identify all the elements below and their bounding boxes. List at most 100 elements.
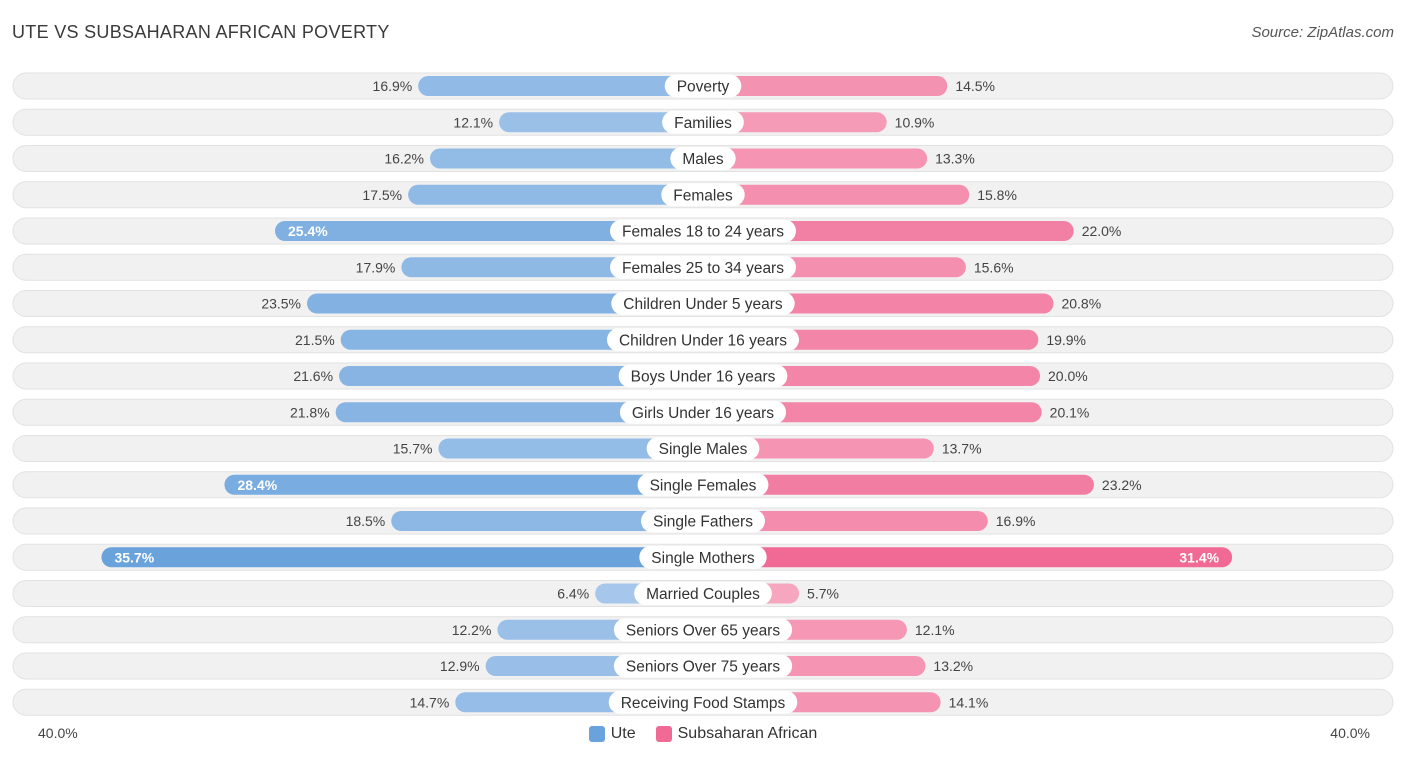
value-label-subsaharan: 14.5% [955, 78, 995, 94]
category-pill [664, 74, 742, 98]
value-label-ute: 23.5% [261, 296, 301, 312]
value-label-subsaharan: 13.2% [933, 658, 973, 674]
chart-canvas: Poverty 16.9% 14.5% Families 12.1% 10.9% Males… [12, 72, 1394, 716]
chart-row: Boys Under 16 years 21.6% 20.0% [12, 362, 1394, 390]
legend-swatch-subsaharan [655, 726, 672, 742]
chart-row: Poverty 16.9% 14.5% [12, 72, 1394, 100]
category-label: Children Under 16 years [619, 332, 787, 349]
value-label-ute: 21.6% [293, 368, 333, 384]
bar-ute[interactable] [408, 184, 713, 205]
category-label: Single Females [650, 477, 757, 494]
chart-row: Girls Under 16 years 21.8% 20.1% [12, 398, 1394, 426]
value-label-ute: 18.5% [346, 513, 386, 529]
category-label: Boys Under 16 years [631, 369, 776, 386]
category-pill [611, 292, 795, 315]
category-label: Married Couples [646, 586, 760, 603]
bar-ute[interactable] [335, 402, 713, 423]
value-label-ute: 17.5% [362, 187, 402, 203]
category-pill [610, 219, 796, 243]
value-label-subsaharan: 5.7% [807, 586, 839, 602]
chart-title: UTE VS SUBSAHARAN AFRICAN POVERTY [12, 22, 390, 42]
category-pill [639, 545, 767, 569]
category-label: Males [682, 151, 724, 168]
category-label: Single Mothers [651, 550, 755, 567]
value-label-subsaharan: 20.1% [1050, 404, 1090, 420]
value-label-ute: 6.4% [557, 586, 589, 602]
value-label-ute: 16.9% [373, 78, 413, 94]
category-pill [606, 328, 800, 352]
category-pill [641, 509, 765, 533]
bar-subsaharan[interactable] [693, 547, 1233, 568]
bar-subsaharan[interactable] [693, 76, 948, 96]
chart-row: Children Under 5 years 23.5% 20.8% [12, 290, 1394, 317]
bar-ute[interactable] [391, 511, 713, 531]
bar-ute[interactable] [307, 293, 713, 314]
category-pill [634, 582, 772, 605]
value-label-subsaharan: 16.9% [996, 513, 1036, 529]
bar-ute[interactable] [339, 366, 713, 386]
category-pill [610, 255, 796, 279]
chart-row: Single Fathers 18.5% 16.9% [12, 507, 1394, 535]
chart-row: Seniors Over 75 years 12.9% 13.2% [12, 652, 1394, 680]
category-pill [661, 183, 745, 207]
chart-row: Receiving Food Stamps 14.7% 14.1% [12, 688, 1394, 716]
legend-item-ute[interactable]: Ute [588, 725, 636, 743]
legend-item-subsaharan[interactable]: Subsaharan African [655, 725, 818, 743]
value-label-subsaharan: 15.8% [977, 187, 1017, 203]
category-label: Single Males [659, 441, 748, 458]
value-label-ute: 25.4% [288, 223, 328, 239]
category-label: Children Under 5 years [623, 296, 783, 313]
bar-ute[interactable] [430, 148, 713, 169]
chart-row: Seniors Over 65 years 12.2% 12.1% [12, 616, 1394, 644]
value-label-ute: 28.4% [237, 477, 277, 493]
value-label-subsaharan: 19.9% [1046, 332, 1086, 348]
value-label-subsaharan: 13.3% [935, 151, 975, 167]
value-label-subsaharan: 12.1% [915, 622, 955, 638]
value-label-subsaharan: 14.1% [949, 694, 989, 710]
bar-ute[interactable] [438, 438, 713, 459]
chart-row: Married Couples 6.4% 5.7% [12, 580, 1394, 607]
category-pill [619, 400, 787, 424]
value-label-ute: 21.8% [290, 404, 330, 420]
category-label: Females 18 to 24 years [622, 224, 784, 241]
legend-label-subsaharan: Subsaharan African [677, 725, 818, 742]
axis-right-label: 40.0% [1330, 725, 1370, 741]
bar-subsaharan[interactable] [693, 474, 1094, 495]
bar-ute[interactable] [499, 112, 713, 133]
bar-ute[interactable] [275, 221, 713, 241]
category-label: Seniors Over 65 years [626, 622, 780, 639]
chart-row: Males 16.2% 13.3% [12, 145, 1394, 172]
bar-ute[interactable] [101, 547, 713, 568]
chart-row: Families 12.1% 10.9% [12, 108, 1394, 136]
category-pill [670, 147, 736, 170]
value-label-subsaharan: 23.2% [1102, 477, 1142, 493]
value-label-ute: 17.9% [356, 259, 396, 275]
bar-subsaharan[interactable] [693, 511, 988, 531]
value-label-ute: 12.9% [440, 658, 480, 674]
bar-ute[interactable] [224, 474, 713, 495]
legend-swatch-ute [588, 726, 605, 742]
bar-subsaharan[interactable] [693, 184, 970, 205]
value-label-subsaharan: 10.9% [895, 114, 935, 130]
bar-ute[interactable] [418, 76, 713, 96]
chart-row: Females 17.5% 15.8% [12, 181, 1394, 209]
category-label: Females [673, 187, 733, 204]
value-label-subsaharan: 31.4% [1179, 549, 1219, 565]
category-label: Single Fathers [653, 514, 753, 531]
category-pill [613, 654, 793, 678]
legend-label-ute: Ute [610, 725, 636, 742]
source-credit: Source: ZipAtlas.com [1251, 24, 1394, 41]
category-pill [662, 110, 744, 134]
value-label-ute: 16.2% [384, 151, 424, 167]
value-label-subsaharan: 20.8% [1061, 296, 1101, 312]
bar-subsaharan[interactable] [693, 148, 928, 169]
category-label: Receiving Food Stamps [621, 695, 786, 712]
category-pill [613, 618, 793, 642]
value-label-subsaharan: 22.0% [1082, 223, 1122, 239]
category-pill [637, 473, 769, 497]
value-label-subsaharan: 15.6% [974, 259, 1014, 275]
category-pill [608, 690, 798, 714]
category-pill [646, 437, 760, 460]
category-label: Poverty [677, 79, 730, 96]
category-label: Seniors Over 75 years [626, 659, 780, 676]
